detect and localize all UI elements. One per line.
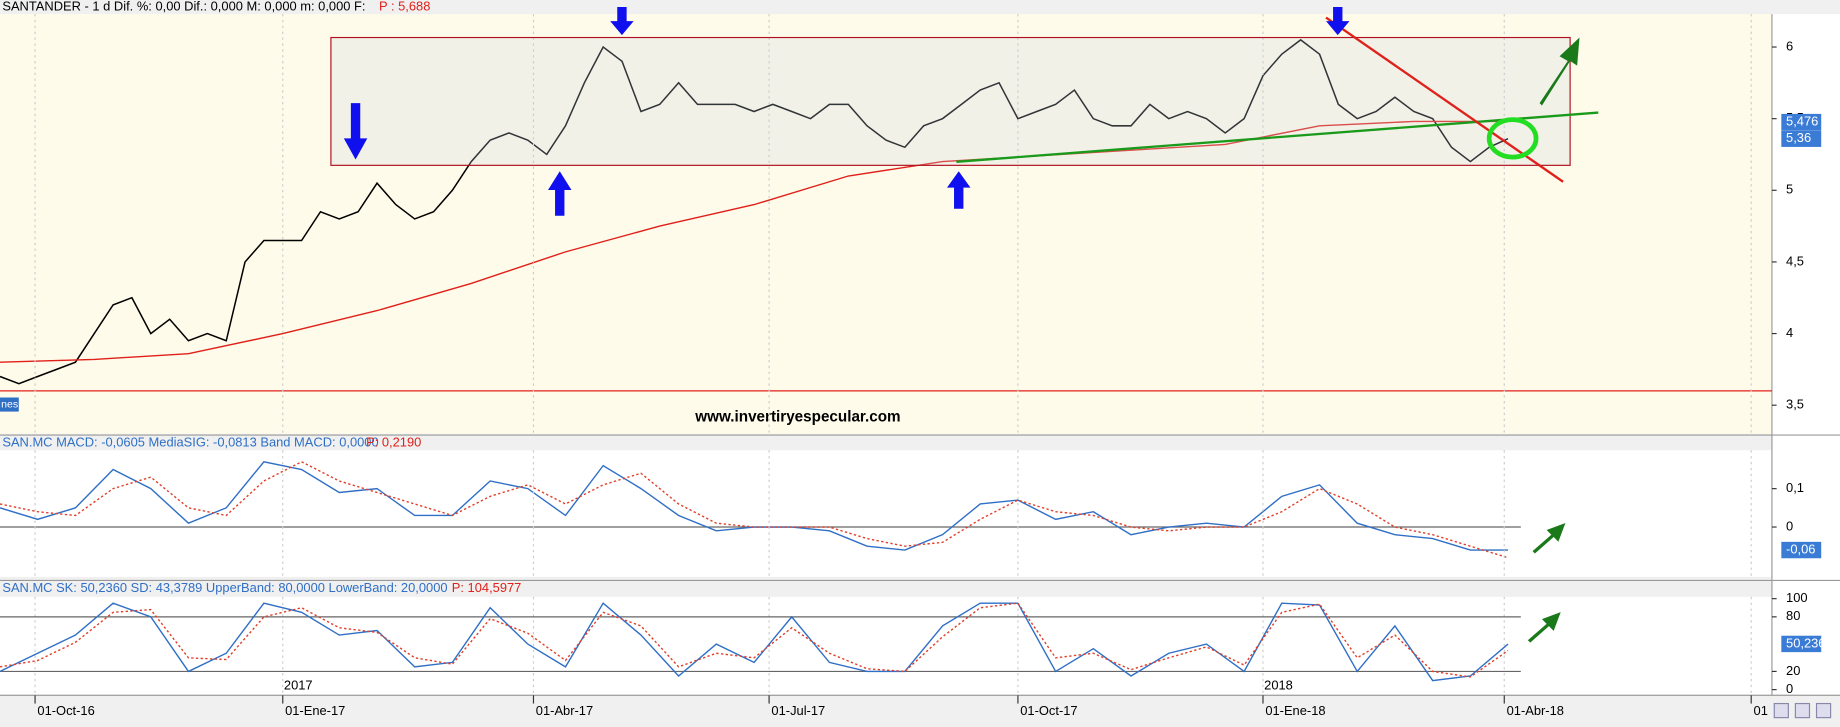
macd-panel bbox=[0, 450, 1772, 577]
x-tick-label: 01-Abr-18 bbox=[1507, 703, 1564, 718]
tool-button[interactable] bbox=[1773, 702, 1789, 719]
chart-subtitle: P : 5,688 bbox=[379, 0, 430, 13]
y-tick-label: 100 bbox=[1786, 590, 1808, 605]
y-tick-label: 6 bbox=[1786, 38, 1793, 53]
series-line bbox=[0, 460, 1509, 559]
chart-subtitle: P: 0,2190 bbox=[366, 435, 421, 450]
x-tick-label: 01-Oct-16 bbox=[37, 703, 94, 718]
y-tick-label: 80 bbox=[1786, 608, 1800, 623]
year-label: 2017 bbox=[284, 677, 313, 692]
price-panel bbox=[0, 14, 1772, 434]
y-tick-label: 20 bbox=[1786, 663, 1800, 678]
x-tick-label: 01-Jul-17 bbox=[771, 703, 825, 718]
y-tick-label: 0 bbox=[1786, 681, 1793, 696]
x-tick-label: 01 bbox=[1754, 703, 1768, 718]
x-tick-label: 01-Oct-17 bbox=[1020, 703, 1077, 718]
chart-subtitle: P: 104,5977 bbox=[452, 580, 522, 595]
tool-button[interactable] bbox=[1815, 702, 1832, 719]
y-tick-label: 0 bbox=[1786, 518, 1793, 533]
watermark: www.invertiryespecular.com bbox=[694, 408, 900, 425]
value-label: 50,236 bbox=[1786, 635, 1825, 650]
green-arrows bbox=[1527, 37, 1580, 643]
trend-line bbox=[956, 111, 1599, 163]
tool-button[interactable] bbox=[1794, 702, 1811, 719]
x-tick-label: 01-Ene-17 bbox=[285, 703, 345, 718]
chart-title: SAN.MC SK: 50,2360 SD: 43,3789 UpperBand… bbox=[2, 580, 447, 595]
left-label: nes bbox=[1, 398, 18, 410]
value-label: -0,06 bbox=[1786, 541, 1815, 556]
y-tick-label: 3,5 bbox=[1786, 397, 1804, 412]
value-label: 5,476 bbox=[1786, 114, 1818, 129]
value-label: 5,36 bbox=[1786, 130, 1811, 145]
highlight-circle bbox=[1486, 117, 1539, 160]
value-label-box bbox=[1781, 130, 1822, 147]
series-line bbox=[0, 602, 1509, 678]
chart-title: SANTANDER - 1 d Dif. %: 0,00 Dif.: 0,000… bbox=[2, 0, 365, 13]
y-tick-label: 0,1 bbox=[1786, 480, 1804, 495]
chart-title: SAN.MC MACD: -0,0605 MediaSIG: -0,0813 B… bbox=[2, 435, 378, 450]
x-tick-label: 01-Abr-17 bbox=[536, 703, 593, 718]
value-label-box bbox=[1781, 635, 1822, 653]
blue-arrows bbox=[343, 7, 1350, 216]
toolbar bbox=[1773, 702, 1832, 719]
y-tick-label: 4 bbox=[1786, 325, 1793, 340]
left-label-box bbox=[0, 397, 19, 412]
value-label-box bbox=[1781, 541, 1822, 559]
annotations bbox=[330, 7, 1599, 643]
stoch-panel bbox=[0, 596, 1772, 695]
series-line bbox=[0, 38, 1509, 385]
value-label-box bbox=[1781, 113, 1822, 131]
range-box bbox=[330, 36, 1571, 166]
x-tick-label: 01-Ene-18 bbox=[1265, 703, 1325, 718]
y-tick-label: 4,5 bbox=[1786, 253, 1804, 268]
series-line bbox=[0, 460, 1509, 551]
year-label: 2018 bbox=[1264, 677, 1293, 692]
y-tick-label: 5 bbox=[1786, 182, 1793, 197]
